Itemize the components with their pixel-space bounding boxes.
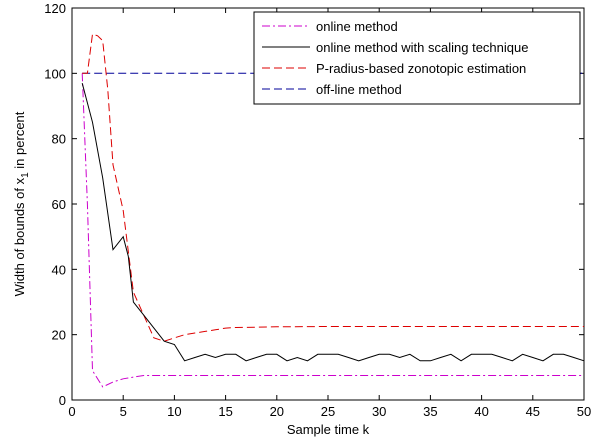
y-axis-label-subscript: 1 xyxy=(20,172,31,178)
x-axis-label: Sample time k xyxy=(287,422,370,437)
x-tick-label: 20 xyxy=(270,404,284,419)
y-axis-label-tail: in percent xyxy=(12,111,27,172)
x-tick-label: 40 xyxy=(474,404,488,419)
x-axis-ticks: 0 5 10 15 20 25 30 35 40 45 50 xyxy=(68,8,591,419)
series-line xyxy=(82,33,584,342)
legend-label: online method xyxy=(316,19,398,34)
x-tick-label: 0 xyxy=(68,404,75,419)
x-tick-label: 30 xyxy=(372,404,386,419)
y-tick-label: 80 xyxy=(52,132,66,147)
y-tick-label: 60 xyxy=(52,197,66,212)
y-axis-label-main: Width of bounds of x xyxy=(12,177,27,296)
y-tick-label: 40 xyxy=(52,262,66,277)
x-tick-label: 45 xyxy=(526,404,540,419)
series-lines xyxy=(81,33,585,388)
x-tick-label: 35 xyxy=(423,404,437,419)
series-line xyxy=(81,82,585,362)
legend: online method online method with scaling … xyxy=(253,11,581,105)
y-tick-label: 0 xyxy=(59,393,66,408)
y-axis-ticks: 0 20 40 60 80 100 120 xyxy=(44,1,584,408)
x-tick-label: 15 xyxy=(218,404,232,419)
series-line xyxy=(81,73,584,388)
legend-label: online method with scaling technique xyxy=(316,40,528,55)
x-tick-label: 5 xyxy=(120,404,127,419)
y-tick-label: 20 xyxy=(52,328,66,343)
legend-label: P-radius-based zonotopic estimation xyxy=(316,61,526,76)
y-tick-label: 120 xyxy=(44,1,66,16)
legend-label: off-line method xyxy=(316,82,402,97)
x-tick-label: 25 xyxy=(321,404,335,419)
x-tick-label: 10 xyxy=(167,404,181,419)
y-tick-label: 100 xyxy=(44,66,66,81)
x-tick-label: 50 xyxy=(577,404,591,419)
y-axis-label: Width of bounds of x1 in percent xyxy=(12,111,31,296)
legend-box xyxy=(253,11,581,105)
